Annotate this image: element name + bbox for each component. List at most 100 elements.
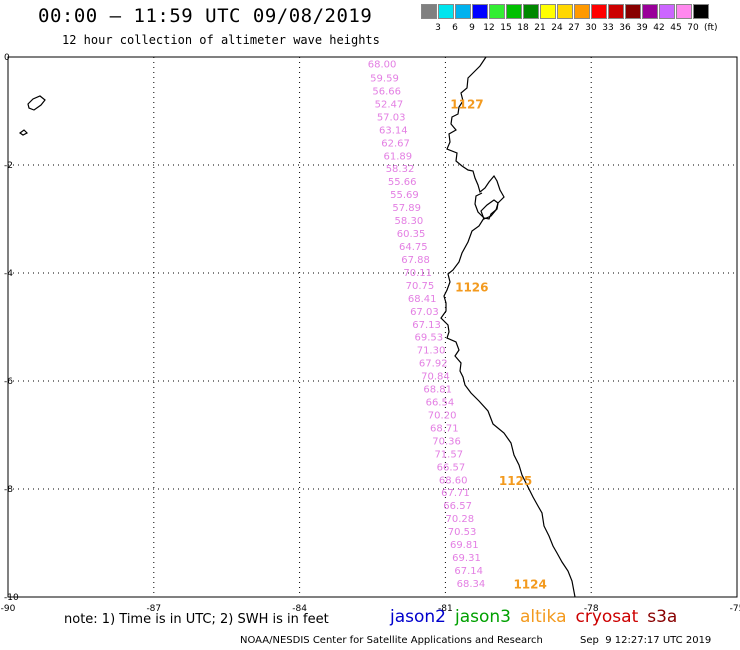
- pass-time-label: 1125: [499, 474, 532, 488]
- legend-swatch: [574, 4, 590, 19]
- ecuador-peru-coastline: [440, 56, 576, 598]
- wave-height-value: 70.20: [428, 410, 457, 421]
- wave-height-value: 57.89: [392, 203, 421, 214]
- legend-swatch: [608, 4, 624, 19]
- generated-timestamp: Sep 9 12:27:17 UTC 2019: [580, 635, 712, 646]
- lon-tick-label: -75: [730, 604, 740, 614]
- wave-height-value: 67.03: [410, 307, 439, 318]
- satellite-jason2-label: jason2: [390, 607, 446, 627]
- satellite-s3a-label: s3a: [647, 607, 678, 627]
- galapagos-isabela-island: [27, 95, 46, 111]
- wave-height-value: 68.71: [430, 423, 459, 434]
- wave-height-value: 67.88: [401, 255, 430, 266]
- satellite-jason3-label: jason3: [455, 607, 511, 627]
- wave-height-value: 60.35: [397, 229, 426, 240]
- legend-swatch-label: 70: [687, 23, 699, 33]
- pass-time-label: 1126: [455, 281, 488, 295]
- wave-height-value: 69.31: [452, 553, 481, 564]
- wave-height-value: 71.30: [417, 346, 446, 357]
- wave-height-value: 55.66: [388, 177, 417, 188]
- legend-swatch-label: 36: [619, 23, 631, 33]
- lat-tick-label: -6: [4, 377, 13, 387]
- units-note: note: 1) Time is in UTC; 2) SWH is in fe…: [64, 612, 329, 627]
- pass-time-label: 1127: [450, 98, 483, 112]
- wave-height-value: 67.13: [412, 320, 441, 331]
- pass-time-label: 1124: [513, 578, 546, 592]
- legend-swatch: [659, 4, 675, 19]
- wave-height-value: 58.32: [386, 164, 415, 175]
- wave-height-value: 70.53: [448, 527, 477, 538]
- wave-height-value: 64.75: [399, 242, 428, 253]
- lat-tick-label: -4: [4, 269, 13, 279]
- wave-height-value: 52.47: [375, 99, 404, 110]
- wave-height-value: 66.57: [443, 501, 472, 512]
- lon-tick-label: -90: [1, 604, 16, 614]
- legend-swatch-label: 33: [602, 23, 614, 33]
- coastline: [18, 56, 576, 598]
- galapagos-san-cristobal-island: [18, 129, 29, 136]
- legend-swatch-label: 12: [483, 23, 495, 33]
- wave-height-value: 58.30: [395, 216, 424, 227]
- wave-height-value: 57.03: [377, 112, 406, 123]
- legend-unit: (ft): [704, 23, 718, 33]
- wave-height-value: 67.92: [419, 359, 448, 370]
- wave-height-value: 61.89: [383, 151, 412, 162]
- wave-height-value: 69.53: [415, 333, 444, 344]
- lon-tick-label: -78: [584, 604, 599, 614]
- legend-swatch-label: 3: [435, 23, 441, 33]
- legend-swatch-label: 9: [469, 23, 475, 33]
- gulf-of-guayaquil-island: [480, 199, 499, 220]
- legend-swatch: [455, 4, 471, 19]
- wave-height-value: 68.60: [439, 475, 468, 486]
- wave-height-value: 63.14: [379, 125, 408, 136]
- legend-swatch-label: 24: [551, 23, 563, 33]
- legend-swatch: [693, 4, 709, 19]
- legend-swatch-label: 18: [517, 23, 529, 33]
- lon-tick-label: -87: [146, 604, 161, 614]
- legend-swatch: [591, 4, 607, 19]
- legend-swatch: [438, 4, 454, 19]
- lon-tick-label: -81: [438, 604, 453, 614]
- wave-height-value: 55.69: [390, 190, 419, 201]
- legend-swatch: [540, 4, 556, 19]
- wave-height-value: 56.66: [372, 86, 401, 97]
- legend-swatch-label: 15: [500, 23, 512, 33]
- satellite-cryosat-label: cryosat: [575, 607, 639, 627]
- pass-time-labels: 1127 1126 1125 1124: [450, 98, 547, 592]
- wave-height-value: 66.54: [426, 398, 455, 409]
- wave-height-value: 70.75: [406, 281, 435, 292]
- legend-swatch: [642, 4, 658, 19]
- wave-height-value: 68.81: [423, 385, 452, 396]
- legend-swatch-label: 6: [452, 23, 458, 33]
- wave-height-value: 70.36: [432, 436, 461, 447]
- satellite-altika-label: altika: [520, 607, 567, 627]
- legend-swatch: [676, 4, 692, 19]
- lon-tick-label: -84: [292, 604, 307, 614]
- legend-swatch-label: 42: [653, 23, 665, 33]
- lat-lon-grid: [8, 57, 737, 597]
- wave-height-value: 68.34: [457, 579, 486, 590]
- wave-height-value: 66.57: [437, 462, 466, 473]
- map-frame: [7, 56, 738, 598]
- wave-height-value: 70.11: [403, 268, 432, 279]
- lat-tick-label: -2: [4, 161, 13, 171]
- wave-height-value: 68.00: [368, 59, 397, 70]
- lat-tick-label: 0: [4, 53, 10, 63]
- map-subtitle: 12 hour collection of altimeter wave hei…: [62, 33, 380, 47]
- legend-swatch-label: 30: [585, 23, 597, 33]
- credit-line: NOAA/NESDIS Center for Satellite Applica…: [240, 635, 543, 646]
- axis-labels: -90 -87 -84 -81 -78 -75 0 -2 -4 -6 -8 -10: [1, 53, 740, 614]
- legend-swatch: [489, 4, 505, 19]
- wave-height-value: 68.41: [408, 294, 437, 305]
- legend-swatch: [625, 4, 641, 19]
- legend-swatch-label: 21: [534, 23, 546, 33]
- wave-height-value: 71.57: [434, 449, 463, 460]
- legend-swatch: [472, 4, 488, 19]
- legend-swatch: [421, 4, 437, 19]
- lat-tick-label: -10: [4, 593, 19, 603]
- legend-swatch-label: 45: [670, 23, 682, 33]
- legend-swatch: [523, 4, 539, 19]
